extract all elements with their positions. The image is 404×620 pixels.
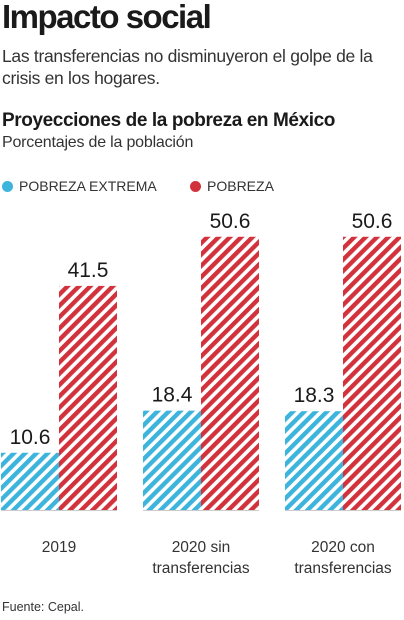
- chart-title: Proyecciones de la pobreza en México: [2, 110, 336, 131]
- data-label-pobreza-2: 50.6: [352, 210, 393, 233]
- legend-label-pobreza: POBREZA: [207, 178, 274, 194]
- source-note: Fuente: Cepal.: [2, 600, 84, 614]
- data-label-pobreza-extrema-0: 10.6: [10, 426, 51, 449]
- legend-label-pobreza-extrema: POBREZA EXTREMA: [19, 178, 157, 194]
- category-label-1-line-0: 2020 sin: [172, 539, 231, 556]
- bar-pobreza-extrema-1: [143, 410, 201, 510]
- data-label-pobreza-0: 41.5: [68, 259, 109, 282]
- category-label-2-line-1: transferencias: [294, 560, 392, 577]
- headline: Impacto social: [2, 0, 212, 35]
- category-label-2-line-0: 2020 con: [311, 539, 375, 556]
- legend-swatch-pobreza: [190, 180, 201, 192]
- data-label-pobreza-extrema-1: 18.4: [152, 384, 193, 407]
- legend-item-pobreza: POBREZA: [190, 178, 274, 194]
- data-label-pobreza-extrema-2: 18.3: [294, 384, 335, 407]
- category-label-0-line-0: 2019: [42, 539, 76, 556]
- data-label-pobreza-1: 50.6: [210, 210, 251, 233]
- bar-pobreza-2: [343, 236, 401, 510]
- bar-pobreza-1: [201, 236, 259, 510]
- bar-pobreza-extrema-2: [285, 411, 343, 510]
- chart-subtitle: Porcentajes de la población: [2, 134, 194, 151]
- lede: Las transferencias no disminuyeron el go…: [2, 46, 373, 88]
- category-label-1-line-1: transferencias: [152, 560, 250, 577]
- bar-pobreza-extrema-0: [1, 452, 59, 510]
- legend-swatch-pobreza-extrema: [2, 180, 13, 192]
- legend-item-pobreza-extrema: POBREZA EXTREMA: [2, 178, 157, 194]
- bar-pobreza-0: [59, 285, 117, 510]
